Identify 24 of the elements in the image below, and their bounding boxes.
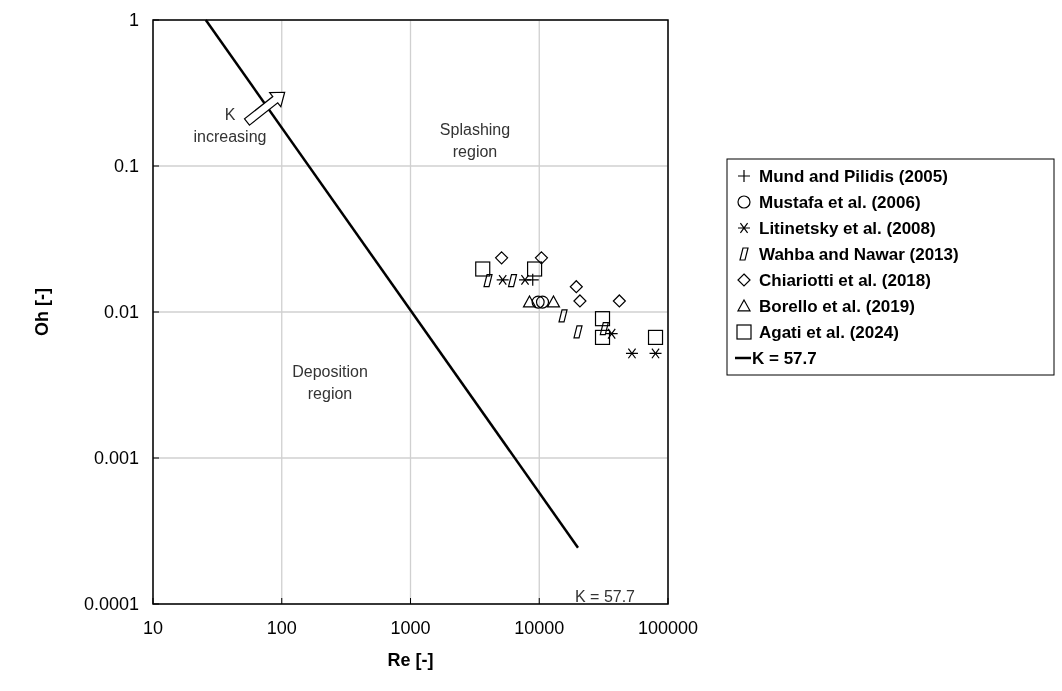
legend-label: Wahba and Nawar (2013) <box>759 245 959 264</box>
y-tick-label: 0.001 <box>93 448 139 468</box>
x-tick-label: 10 <box>142 618 164 638</box>
x-tick-label: 10000 <box>514 618 565 638</box>
legend-label: Borello et al. (2019) <box>759 297 915 316</box>
y-tick-label: 0.0001 <box>83 594 139 614</box>
y-axis-title: Oh [-] <box>32 288 52 336</box>
x-tick-label: 100000 <box>637 618 699 638</box>
legend-label: Chiariotti et al. (2018) <box>759 271 931 290</box>
annotation: Splashing region <box>439 121 511 160</box>
annotation: K = 57.7 <box>574 588 636 605</box>
legend-label: Agati et al. (2024) <box>759 323 899 342</box>
x-tick-label: 100 <box>266 618 297 638</box>
annotation: K increasing <box>193 106 267 145</box>
legend-label: K = 57.7 <box>752 349 817 368</box>
legend-label: Litinetsky et al. (2008) <box>759 219 936 238</box>
annotation: Deposition region <box>292 363 368 402</box>
y-tick-label: 0.01 <box>103 302 139 322</box>
legend-label: Mund and Pilidis (2005) <box>759 167 948 186</box>
y-tick-label: 1 <box>128 10 139 30</box>
legend-label: Mustafa et al. (2006) <box>759 193 921 212</box>
x-tick-label: 1000 <box>390 618 431 638</box>
y-tick-label: 0.1 <box>113 156 139 176</box>
x-axis-title: Re [-] <box>387 650 434 670</box>
